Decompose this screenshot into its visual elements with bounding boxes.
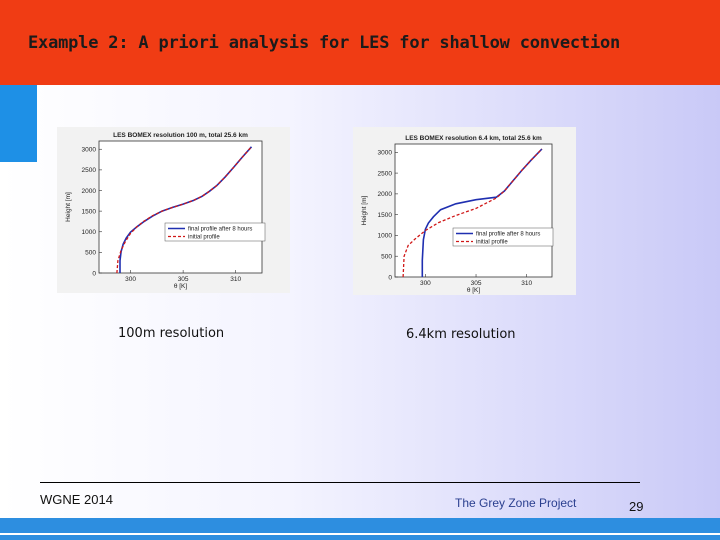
bottom-bar [0,518,720,540]
footer-event: WGNE 2014 [40,492,113,507]
title-bar: Example 2: A priori analysis for LES for… [0,0,720,85]
x-tick-label: 305 [178,276,189,283]
legend-box [164,222,266,242]
footer-rule [40,482,640,483]
chart-6-4km-svg: LES BOMEX resolution 6.4 km, total 25.6 … [361,135,554,294]
y-tick-label: 0 [92,270,96,277]
y-tick-label: 1000 [82,229,97,236]
accent-tab [0,85,37,162]
series-initial-profile-line [116,146,252,274]
legend-label: final profile after 8 hours [476,232,540,238]
bottom-bar-stripe [0,533,720,535]
slide-title: Example 2: A priori analysis for LES for… [28,33,621,53]
x-tick-label: 310 [521,280,532,287]
y-tick-label: 500 [85,250,96,257]
page-number: 29 [629,499,644,514]
y-tick-label: 2000 [378,191,393,198]
x-tick-label: 300 [125,276,136,283]
caption-6-4km: 6.4km resolution [406,327,516,342]
legend-label: initial profile [476,240,508,246]
chart-title: LES BOMEX resolution 6.4 km, total 25.6 … [405,135,542,142]
y-axis-label: Height [m] [361,195,368,225]
y-tick-label: 2500 [378,170,393,177]
x-axis-label: θ [K] [467,287,481,294]
y-axis-label: Height [m] [65,192,72,222]
x-tick-label: 300 [420,280,431,287]
chart-6-4km: LES BOMEX resolution 6.4 km, total 25.6 … [353,127,576,295]
y-tick-label: 3000 [82,147,97,154]
chart-title: LES BOMEX resolution 100 m, total 25.6 k… [113,132,248,139]
y-tick-label: 3000 [378,150,393,157]
legend-label: initial profile [188,235,220,241]
y-tick-label: 0 [388,274,392,281]
plot-area [98,140,263,274]
caption-100m: 100m resolution [118,326,225,341]
chart-100m-svg: LES BOMEX resolution 100 m, total 25.6 k… [65,132,266,290]
y-tick-label: 1500 [82,208,97,215]
chart-100m: LES BOMEX resolution 100 m, total 25.6 k… [57,127,290,293]
x-tick-label: 310 [230,276,241,283]
legend-box [452,227,554,247]
y-tick-label: 1000 [378,233,393,240]
footer-project: The Grey Zone Project [455,496,577,510]
y-tick-label: 1500 [378,212,393,219]
x-tick-label: 305 [471,280,482,287]
y-tick-label: 2000 [82,188,97,195]
y-tick-label: 2500 [82,167,97,174]
x-axis-label: θ [K] [174,283,188,290]
y-tick-label: 500 [381,254,392,261]
legend-label: final profile after 8 hours [188,227,252,233]
